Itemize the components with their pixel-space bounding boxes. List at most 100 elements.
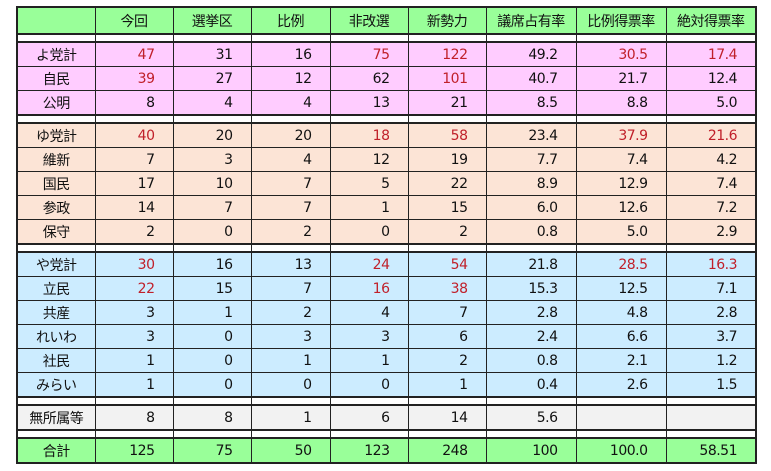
value-cell: 3 [172, 147, 252, 172]
value-cell: 16 [250, 41, 331, 67]
header-row: 今回 選挙区 比例 非改選 新勢力 議席占有率 比例得票率 絶対得票率 [16, 6, 757, 35]
separator-cell [94, 396, 174, 406]
value-cell: 58 [407, 122, 487, 148]
group-separator [16, 114, 757, 124]
value-cell [575, 404, 667, 431]
value-cell: 49.2 [485, 41, 577, 67]
separator-cell [94, 429, 174, 439]
separator-cell [485, 243, 577, 253]
value-cell: 40.7 [485, 66, 577, 91]
value-cell: 1 [250, 348, 331, 373]
value-cell: 23.4 [485, 122, 577, 148]
value-cell: 12.6 [575, 195, 667, 220]
value-cell: 8 [94, 90, 174, 116]
table-body: 今回 選挙区 比例 非改選 新勢力 議席占有率 比例得票率 絶対得票率 よ党計 4… [16, 6, 757, 464]
value-cell: 1 [329, 195, 409, 220]
row-label: ゆ党計 [16, 122, 96, 148]
value-cell: 7 [250, 276, 331, 301]
row-label: 維新 [16, 147, 96, 172]
separator-cell [172, 243, 252, 253]
value-cell: 14 [94, 195, 174, 220]
value-cell: 7.2 [665, 195, 757, 220]
value-cell: 21.6 [665, 122, 757, 148]
table-row: 国民 17 10 7 5 22 8.9 12.9 7.4 [16, 171, 757, 196]
header-cell-empty [16, 6, 96, 35]
value-cell: 4 [250, 147, 331, 172]
separator-cell [575, 243, 667, 253]
separator-cell [250, 429, 331, 439]
separator-cell [172, 33, 252, 43]
value-cell: 8.9 [485, 171, 577, 196]
value-cell: 7 [94, 147, 174, 172]
value-cell: 21.8 [485, 251, 577, 277]
value-cell: 2.8 [665, 300, 757, 325]
separator-cell [329, 33, 409, 43]
value-cell: 12 [329, 147, 409, 172]
value-cell: 3 [94, 300, 174, 325]
value-cell: 2 [94, 219, 174, 245]
value-cell: 50 [250, 437, 331, 464]
separator-cell [407, 114, 487, 124]
value-cell: 3 [94, 324, 174, 349]
value-cell: 8 [94, 404, 174, 431]
table-row: みらい 1 0 0 0 1 0.4 2.6 1.5 [16, 372, 757, 398]
separator-cell [16, 429, 96, 439]
separator-cell [485, 429, 577, 439]
value-cell [665, 404, 757, 431]
value-cell: 28.5 [575, 251, 667, 277]
group-separator [16, 396, 757, 406]
value-cell: 5.6 [485, 404, 577, 431]
value-cell: 0 [172, 324, 252, 349]
value-cell: 3 [329, 324, 409, 349]
separator-cell [665, 243, 757, 253]
row-label: 保守 [16, 219, 96, 245]
value-cell: 19 [407, 147, 487, 172]
value-cell: 248 [407, 437, 487, 464]
value-cell: 0 [250, 372, 331, 398]
value-cell: 75 [329, 41, 409, 67]
value-cell: 17.4 [665, 41, 757, 67]
value-cell: 100.0 [575, 437, 667, 464]
row-label: れいわ [16, 324, 96, 349]
value-cell: 0 [329, 219, 409, 245]
value-cell: 7.7 [485, 147, 577, 172]
value-cell: 5.0 [665, 90, 757, 116]
separator-cell [575, 429, 667, 439]
table-row: 参政 14 7 7 1 15 6.0 12.6 7.2 [16, 195, 757, 220]
value-cell: 2.1 [575, 348, 667, 373]
separator-cell [665, 114, 757, 124]
value-cell: 6.6 [575, 324, 667, 349]
value-cell: 7 [250, 195, 331, 220]
table-row: 公明 8 4 4 13 21 8.5 8.8 5.0 [16, 90, 757, 116]
table-row: 合計 125 75 50 123 248 100 100.0 58.51 [16, 437, 757, 464]
separator-cell [575, 114, 667, 124]
value-cell: 5 [329, 171, 409, 196]
row-label: 無所属等 [16, 404, 96, 431]
separator-cell [172, 396, 252, 406]
separator-cell [485, 396, 577, 406]
separator-cell [16, 33, 96, 43]
value-cell: 75 [172, 437, 252, 464]
value-cell: 1 [250, 404, 331, 431]
value-cell: 21 [407, 90, 487, 116]
value-cell: 100 [485, 437, 577, 464]
value-cell: 5.0 [575, 219, 667, 245]
value-cell: 22 [407, 171, 487, 196]
value-cell: 15 [407, 195, 487, 220]
value-cell: 27 [172, 66, 252, 91]
separator-cell [485, 33, 577, 43]
separator-cell [329, 396, 409, 406]
value-cell: 21.7 [575, 66, 667, 91]
value-cell: 0 [172, 348, 252, 373]
value-cell: 122 [407, 41, 487, 67]
value-cell: 1 [407, 372, 487, 398]
value-cell: 15 [172, 276, 252, 301]
row-label: 自民 [16, 66, 96, 91]
value-cell: 7 [250, 171, 331, 196]
group-separator [16, 429, 757, 439]
table-row: れいわ 3 0 3 3 6 2.4 6.6 3.7 [16, 324, 757, 349]
value-cell: 7 [407, 300, 487, 325]
row-label: 共産 [16, 300, 96, 325]
value-cell: 62 [329, 66, 409, 91]
table-row: ゆ党計 40 20 20 18 58 23.4 37.9 21.6 [16, 122, 757, 148]
